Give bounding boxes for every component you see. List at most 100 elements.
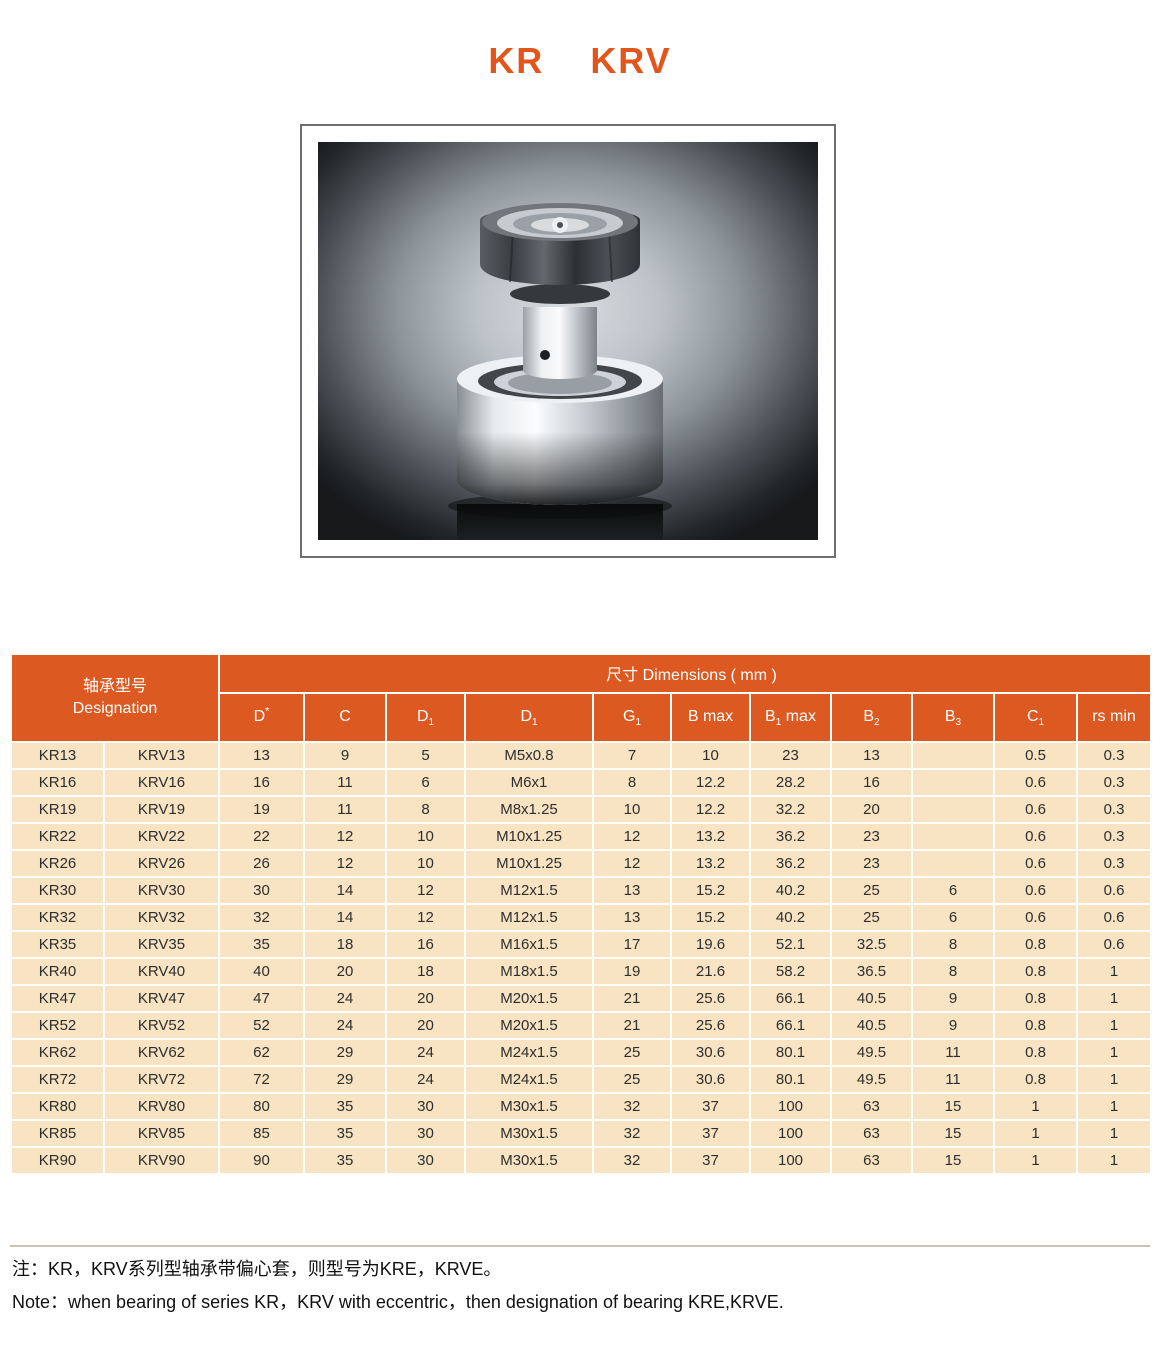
table-cell (911, 822, 995, 851)
table-cell: 32.5 (830, 930, 913, 959)
table-cell: M6x1 (464, 768, 594, 797)
table-cell: KRV72 (103, 1065, 220, 1094)
table-cell: 23 (830, 822, 913, 851)
table-cell: M8x1.25 (464, 795, 594, 824)
roller-shading (457, 432, 663, 505)
table-cell: 32 (592, 1146, 672, 1175)
table-cell: 24 (303, 984, 387, 1013)
table-cell: 72 (218, 1065, 305, 1094)
table-cell: 0.3 (1076, 795, 1152, 824)
table-cell: 37 (670, 1146, 751, 1175)
table-row: KR32 KRV32 32 14 12 M12x1.5 13 15.2 40.2 25 6 0.6 0.… (10, 903, 1152, 932)
table-row: KR13 KRV13 13 9 5 M5x0.8 7 10 23 13 0.5 0.3 (10, 741, 1152, 770)
table-cell: 1 (993, 1146, 1078, 1175)
table-cell: KRV30 (103, 876, 220, 905)
table-cell: 12 (303, 849, 387, 878)
table-cell: 0.6 (993, 795, 1078, 824)
dimensions-banner: 尺寸 Dimensions ( mm ) (218, 653, 1152, 694)
table-cell: 52 (218, 1011, 305, 1040)
table-cell: 1 (1076, 1065, 1152, 1094)
table-cell: 30.6 (670, 1038, 751, 1067)
table-cell: 1 (1076, 1038, 1152, 1067)
table-cell: 11 (303, 768, 387, 797)
table-cell: 24 (303, 1011, 387, 1040)
table-cell: 40.5 (830, 1011, 913, 1040)
table-cell: 11 (303, 795, 387, 824)
column-header: B3 (911, 691, 995, 744)
table-cell: KRV62 (103, 1038, 220, 1067)
table-cell: 30.6 (670, 1065, 751, 1094)
table-cell: 25 (592, 1038, 672, 1067)
table-cell: 15 (911, 1146, 995, 1175)
table-row: KR16 KRV16 16 11 6 M6x1 8 12.2 28.2 16 0.6 0.3 (10, 768, 1152, 797)
table-cell: KRV22 (103, 822, 220, 851)
table-cell: 13 (592, 903, 672, 932)
table-cell: 90 (218, 1146, 305, 1175)
table-cell: 1 (993, 1119, 1078, 1148)
note-en: Note：when bearing of series KR，KRV with … (12, 1292, 784, 1313)
table-cell: 49.5 (830, 1065, 913, 1094)
table-cell: 0.6 (993, 876, 1078, 905)
table-cell: 13.2 (670, 849, 751, 878)
table-cell: 36.2 (749, 822, 832, 851)
table-cell: 20 (830, 795, 913, 824)
table-row: KR85 KRV85 85 35 30 M30x1.5 32 37 100 63 15 1 1 (10, 1119, 1152, 1148)
table-cell: 6 (911, 903, 995, 932)
table-row: KR22 KRV22 22 12 10 M10x1.25 12 13.2 36.2 23 0.6 0.… (10, 822, 1152, 851)
table-cell: KR30 (10, 876, 105, 905)
table-cell: KR19 (10, 795, 105, 824)
table-cell: 16 (385, 930, 466, 959)
table-cell: KRV80 (103, 1092, 220, 1121)
table-cell: 21.6 (670, 957, 751, 986)
table-cell: 15 (911, 1119, 995, 1148)
table-row: KR19 KRV19 19 11 8 M8x1.25 10 12.2 32.2 20 0.6 0.3 (10, 795, 1152, 824)
nut-base-washer (510, 284, 610, 304)
table-cell: 11 (911, 1065, 995, 1094)
table-cell: KR22 (10, 822, 105, 851)
table-cell: 21 (592, 984, 672, 1013)
table-cell: 20 (385, 984, 466, 1013)
table-cell: 9 (911, 984, 995, 1013)
table-cell (911, 849, 995, 878)
column-header: B2 (830, 691, 913, 744)
table-cell: 20 (303, 957, 387, 986)
table-cell: 18 (303, 930, 387, 959)
table-row: KR30 KRV30 30 14 12 M12x1.5 13 15.2 40.2 25 6 0.6 0.… (10, 876, 1152, 905)
table-cell: 1 (993, 1092, 1078, 1121)
table-cell: 30 (385, 1092, 466, 1121)
table-cell: 36.2 (749, 849, 832, 878)
page-title: KR KRV (0, 40, 1160, 82)
table-bottom-edge (10, 1245, 1150, 1247)
table-cell: 80 (218, 1092, 305, 1121)
table-row: KR26 KRV26 26 12 10 M10x1.25 12 13.2 36.2 23 0.6 0.… (10, 849, 1152, 878)
table-cell: 30 (385, 1146, 466, 1175)
table-cell: 62 (218, 1038, 305, 1067)
table-cell: 40.2 (749, 876, 832, 905)
table-cell: 9 (911, 1011, 995, 1040)
table-cell: 19 (592, 957, 672, 986)
table-cell: 0.3 (1076, 822, 1152, 851)
table-cell: 0.8 (993, 984, 1078, 1013)
table-cell: 16 (830, 768, 913, 797)
table-cell: 32 (218, 903, 305, 932)
table-row: KR52 KRV52 52 24 20 M20x1.5 21 25.6 66.1 40.5 9 0.8… (10, 1011, 1152, 1040)
column-header: D* (218, 691, 305, 744)
bearing-photo (318, 142, 818, 540)
title-krv: KRV (590, 40, 672, 81)
table-cell: 52.1 (749, 930, 832, 959)
table-cell: KRV90 (103, 1146, 220, 1175)
table-cell: M5x0.8 (464, 741, 594, 770)
table-cell: 15 (911, 1092, 995, 1121)
table-cell: 25.6 (670, 984, 751, 1013)
table-cell: 30 (385, 1119, 466, 1148)
table-cell: M20x1.5 (464, 1011, 594, 1040)
table-cell: KR13 (10, 741, 105, 770)
table-cell: 85 (218, 1119, 305, 1148)
table-cell: 49.5 (830, 1038, 913, 1067)
table-cell: 40.2 (749, 903, 832, 932)
table-cell: 0.8 (993, 957, 1078, 986)
table-cell: M24x1.5 (464, 1038, 594, 1067)
table-cell: 12 (385, 903, 466, 932)
table-row: KR40 KRV40 40 20 18 M18x1.5 19 21.6 58.2 36.5 8 0.8… (10, 957, 1152, 986)
